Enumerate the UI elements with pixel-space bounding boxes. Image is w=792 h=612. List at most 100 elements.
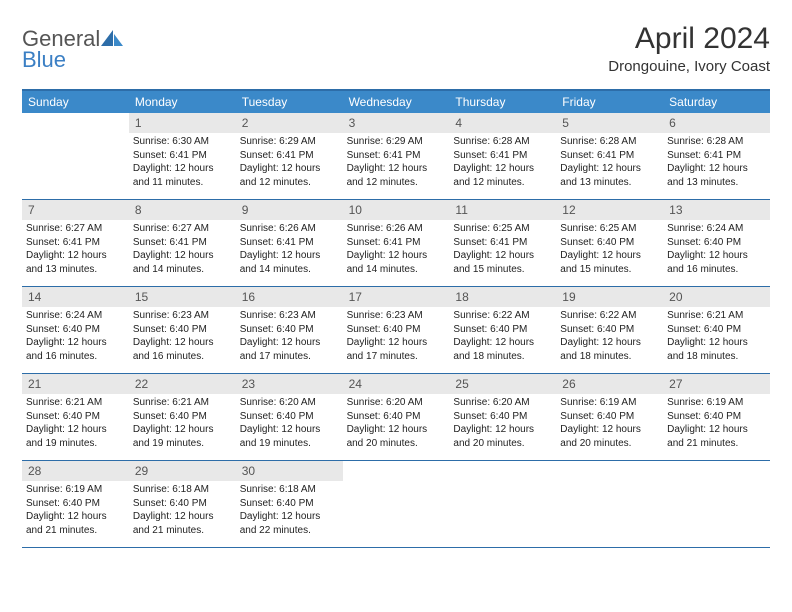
day-number: 1	[129, 113, 236, 133]
day-info-line: Sunset: 6:40 PM	[26, 410, 125, 424]
day-info: Sunrise: 6:29 AMSunset: 6:41 PMDaylight:…	[236, 133, 343, 193]
day-info-line: and 15 minutes.	[560, 263, 659, 277]
day-info-line: Sunset: 6:40 PM	[133, 497, 232, 511]
day-info: Sunrise: 6:21 AMSunset: 6:40 PMDaylight:…	[129, 394, 236, 454]
day-cell: 30Sunrise: 6:18 AMSunset: 6:40 PMDayligh…	[236, 461, 343, 547]
day-info-line: and 17 minutes.	[240, 350, 339, 364]
day-number: 19	[556, 287, 663, 307]
day-info-line: and 18 minutes.	[667, 350, 766, 364]
day-info-line: Sunrise: 6:30 AM	[133, 135, 232, 149]
day-info: Sunrise: 6:19 AMSunset: 6:40 PMDaylight:…	[556, 394, 663, 454]
day-info-line: Sunrise: 6:20 AM	[347, 396, 446, 410]
day-info-line: Daylight: 12 hours	[133, 510, 232, 524]
day-cell: 11Sunrise: 6:25 AMSunset: 6:41 PMDayligh…	[449, 200, 556, 286]
day-info-line: Daylight: 12 hours	[667, 423, 766, 437]
day-info-line: Sunrise: 6:23 AM	[240, 309, 339, 323]
day-number: 11	[449, 200, 556, 220]
day-info-line: Daylight: 12 hours	[26, 336, 125, 350]
day-info: Sunrise: 6:26 AMSunset: 6:41 PMDaylight:…	[343, 220, 450, 280]
day-info-line: Sunset: 6:40 PM	[347, 410, 446, 424]
day-cell: 12Sunrise: 6:25 AMSunset: 6:40 PMDayligh…	[556, 200, 663, 286]
day-info-line: Sunrise: 6:25 AM	[560, 222, 659, 236]
title-block: April 2024 Drongouine, Ivory Coast	[608, 22, 770, 75]
day-cell	[343, 461, 450, 547]
day-info-line: and 19 minutes.	[26, 437, 125, 451]
day-cell: 19Sunrise: 6:22 AMSunset: 6:40 PMDayligh…	[556, 287, 663, 373]
day-info: Sunrise: 6:20 AMSunset: 6:40 PMDaylight:…	[449, 394, 556, 454]
day-info-line: Sunset: 6:41 PM	[133, 236, 232, 250]
day-info-line: Sunrise: 6:26 AM	[347, 222, 446, 236]
day-info-line: Sunset: 6:40 PM	[560, 323, 659, 337]
location: Drongouine, Ivory Coast	[608, 58, 770, 75]
day-info: Sunrise: 6:23 AMSunset: 6:40 PMDaylight:…	[236, 307, 343, 367]
day-cell: 17Sunrise: 6:23 AMSunset: 6:40 PMDayligh…	[343, 287, 450, 373]
day-info-line: Sunset: 6:41 PM	[347, 149, 446, 163]
day-info-line: Sunset: 6:40 PM	[133, 323, 232, 337]
day-info-line: and 21 minutes.	[667, 437, 766, 451]
day-number: 17	[343, 287, 450, 307]
weekday-header: Wednesday	[343, 91, 450, 113]
day-info-line: Daylight: 12 hours	[667, 336, 766, 350]
day-number: 27	[663, 374, 770, 394]
day-info-line: Daylight: 12 hours	[667, 162, 766, 176]
day-info-line: Sunrise: 6:20 AM	[453, 396, 552, 410]
day-info-line: Sunset: 6:40 PM	[453, 410, 552, 424]
week-row: 1Sunrise: 6:30 AMSunset: 6:41 PMDaylight…	[22, 113, 770, 200]
day-info-line: and 12 minutes.	[453, 176, 552, 190]
day-info-line: Sunrise: 6:19 AM	[667, 396, 766, 410]
day-info-line: and 14 minutes.	[240, 263, 339, 277]
day-cell	[663, 461, 770, 547]
day-info-line: Daylight: 12 hours	[26, 249, 125, 263]
day-cell: 1Sunrise: 6:30 AMSunset: 6:41 PMDaylight…	[129, 113, 236, 199]
day-info-line: Sunrise: 6:22 AM	[560, 309, 659, 323]
day-info: Sunrise: 6:27 AMSunset: 6:41 PMDaylight:…	[22, 220, 129, 280]
day-cell: 14Sunrise: 6:24 AMSunset: 6:40 PMDayligh…	[22, 287, 129, 373]
day-info-line: Daylight: 12 hours	[133, 423, 232, 437]
day-info-line: and 20 minutes.	[560, 437, 659, 451]
day-number: 28	[22, 461, 129, 481]
day-cell	[22, 113, 129, 199]
day-info-line: Sunrise: 6:18 AM	[133, 483, 232, 497]
day-info-line: Sunset: 6:41 PM	[667, 149, 766, 163]
day-info-line: Sunset: 6:41 PM	[453, 236, 552, 250]
day-info: Sunrise: 6:28 AMSunset: 6:41 PMDaylight:…	[449, 133, 556, 193]
day-info-line: and 22 minutes.	[240, 524, 339, 538]
day-info-line: Daylight: 12 hours	[133, 249, 232, 263]
day-info: Sunrise: 6:29 AMSunset: 6:41 PMDaylight:…	[343, 133, 450, 193]
day-info-line: Daylight: 12 hours	[347, 249, 446, 263]
day-number: 30	[236, 461, 343, 481]
day-number: 9	[236, 200, 343, 220]
day-number: 2	[236, 113, 343, 133]
day-cell: 28Sunrise: 6:19 AMSunset: 6:40 PMDayligh…	[22, 461, 129, 547]
day-info-line: Daylight: 12 hours	[453, 249, 552, 263]
day-cell	[449, 461, 556, 547]
day-info-line: Sunset: 6:40 PM	[133, 410, 232, 424]
day-info-line: Daylight: 12 hours	[240, 336, 339, 350]
day-info-line: Sunset: 6:41 PM	[240, 236, 339, 250]
day-info-line: Sunrise: 6:21 AM	[26, 396, 125, 410]
day-info-line: Sunset: 6:40 PM	[240, 410, 339, 424]
day-info-line: Daylight: 12 hours	[453, 162, 552, 176]
day-cell: 2Sunrise: 6:29 AMSunset: 6:41 PMDaylight…	[236, 113, 343, 199]
day-info-line: and 16 minutes.	[667, 263, 766, 277]
day-info-line: Daylight: 12 hours	[240, 162, 339, 176]
day-number: 14	[22, 287, 129, 307]
logo-sail-icon	[101, 30, 123, 46]
day-info-line: and 19 minutes.	[133, 437, 232, 451]
day-info-line: Sunrise: 6:28 AM	[560, 135, 659, 149]
day-cell: 5Sunrise: 6:28 AMSunset: 6:41 PMDaylight…	[556, 113, 663, 199]
day-info: Sunrise: 6:20 AMSunset: 6:40 PMDaylight:…	[343, 394, 450, 454]
week-row: 7Sunrise: 6:27 AMSunset: 6:41 PMDaylight…	[22, 200, 770, 287]
day-info-line: Sunrise: 6:29 AM	[240, 135, 339, 149]
day-info: Sunrise: 6:18 AMSunset: 6:40 PMDaylight:…	[236, 481, 343, 541]
day-info-line: and 17 minutes.	[347, 350, 446, 364]
day-info-line: Sunset: 6:41 PM	[347, 236, 446, 250]
day-number: 12	[556, 200, 663, 220]
day-info-line: and 21 minutes.	[133, 524, 232, 538]
day-cell: 24Sunrise: 6:20 AMSunset: 6:40 PMDayligh…	[343, 374, 450, 460]
day-info-line: Daylight: 12 hours	[133, 162, 232, 176]
day-number: 20	[663, 287, 770, 307]
day-cell: 18Sunrise: 6:22 AMSunset: 6:40 PMDayligh…	[449, 287, 556, 373]
day-cell: 7Sunrise: 6:27 AMSunset: 6:41 PMDaylight…	[22, 200, 129, 286]
day-cell: 10Sunrise: 6:26 AMSunset: 6:41 PMDayligh…	[343, 200, 450, 286]
